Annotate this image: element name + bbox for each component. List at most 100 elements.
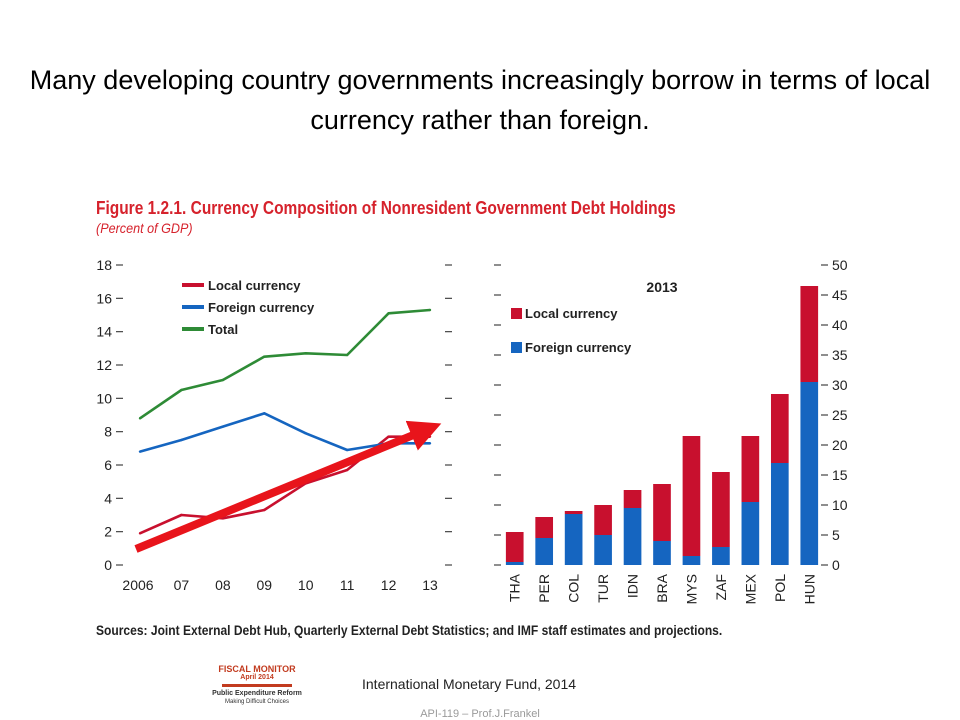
bar-foreign-tur — [594, 535, 612, 565]
bar-foreign-tha — [505, 562, 524, 565]
bar-local-col — [564, 511, 583, 514]
right-y-tick-label: 0 — [832, 557, 840, 573]
figure-title: Figure 1.2.1. Currency Composition of No… — [96, 198, 676, 218]
right-legend-swatch-1 — [511, 308, 522, 319]
bar-foreign-bra — [653, 541, 671, 565]
line-point — [138, 532, 142, 535]
bar-category-label: TUR — [595, 574, 611, 603]
cover-subtitle: Making Difficult Choices — [225, 699, 289, 705]
line-point — [138, 417, 142, 420]
left-legend-label-1: Local currency — [208, 278, 301, 293]
line-point — [180, 513, 183, 517]
line-point — [428, 442, 432, 445]
bar-category-label: POL — [772, 574, 788, 602]
left-y-tick-label: 12 — [96, 357, 112, 373]
left-y-tick-label: 6 — [104, 457, 112, 473]
left-legend-label-3: Total — [208, 322, 238, 337]
right-y-tick-label: 45 — [832, 287, 848, 303]
line-point — [345, 448, 349, 452]
left-x-tick-label: 2006 — [122, 577, 153, 593]
report-cover-logo: FISCAL MONITOR April 2014 Public Expendi… — [192, 664, 332, 710]
line-point — [221, 425, 225, 428]
left-y-tick-label: 14 — [96, 324, 112, 340]
bar-local-bra — [653, 484, 671, 541]
bar-local-mys — [682, 436, 701, 556]
bar-foreign-col — [564, 514, 583, 565]
bar-category-label: MYS — [683, 574, 699, 604]
right-legend-label-2: Foreign currency — [525, 340, 632, 355]
cover-rule — [222, 684, 292, 687]
right-y-tick-label: 40 — [832, 317, 848, 333]
line-point — [304, 432, 307, 435]
left-x-tick-label: 09 — [256, 577, 272, 593]
left-legend-label-2: Foreign currency — [208, 300, 315, 315]
right-y-tick-label: 50 — [832, 257, 848, 273]
line-point — [263, 412, 266, 415]
bar-category-label: THA — [507, 573, 523, 602]
line-point — [263, 355, 266, 358]
left-y-tick-label: 2 — [104, 524, 112, 540]
bar-local-mex — [741, 436, 760, 502]
right-legend-swatch-2 — [511, 342, 522, 353]
line-point — [345, 468, 349, 472]
bar-category-label: PER — [536, 574, 552, 603]
figure-subtitle: (Percent of GDP) — [96, 220, 193, 236]
right-y-tick-label: 5 — [832, 527, 840, 543]
source-credit: International Monetary Fund, 2014 — [362, 676, 577, 692]
left-x-tick-label: 13 — [422, 577, 438, 593]
slide-footer: API-119 – Prof.J.Frankel — [420, 708, 540, 720]
figure-sources: Sources: Joint External Debt Hub, Quarte… — [96, 622, 723, 638]
bar-foreign-idn — [623, 508, 642, 565]
cover-date: April 2014 — [240, 674, 274, 681]
line-point — [428, 435, 432, 438]
bar-foreign-per — [535, 538, 554, 565]
line-panel-background — [124, 255, 454, 575]
left-x-tick-label: 10 — [298, 577, 314, 593]
line-point — [138, 450, 142, 453]
bar-foreign-mex — [741, 502, 760, 565]
bar-local-tur — [594, 505, 612, 535]
slide-title: Many developing country governments incr… — [29, 65, 931, 135]
left-y-tick-label: 4 — [104, 490, 112, 506]
left-y-tick-label: 0 — [104, 557, 112, 573]
cover-report: Public Expenditure Reform — [212, 690, 302, 697]
left-y-tick-label: 8 — [104, 424, 112, 440]
bar-category-label: HUN — [801, 574, 817, 604]
trend-arrow — [134, 420, 442, 553]
bar-chart-title: 2013 — [646, 279, 677, 295]
right-y-tick-label: 35 — [832, 347, 848, 363]
line-point — [345, 353, 349, 357]
left-x-tick-label: 07 — [174, 577, 190, 593]
bar-foreign-zaf — [712, 547, 730, 565]
bar-local-per — [535, 517, 554, 538]
right-y-tick-label: 30 — [832, 377, 848, 393]
right-legend-label-1: Local currency — [525, 306, 618, 321]
right-y-tick-label: 10 — [832, 497, 848, 513]
right-y-tick-label: 20 — [832, 437, 848, 453]
bar-local-tha — [505, 532, 524, 562]
left-y-tick-label: 18 — [96, 257, 112, 273]
bar-category-label: ZAF — [713, 574, 729, 600]
bar-local-zaf — [712, 472, 730, 547]
left-y-tick-label: 16 — [96, 290, 112, 306]
bar-foreign-mys — [682, 556, 701, 565]
line-point — [387, 312, 390, 315]
bar-local-hun — [800, 286, 819, 382]
bar-category-label: MEX — [742, 573, 758, 604]
line-series-1 — [139, 435, 430, 535]
bar-category-label: BRA — [654, 573, 670, 602]
right-y-tick-label: 15 — [832, 467, 848, 483]
line-series-3 — [139, 308, 431, 420]
line-point — [180, 438, 183, 442]
left-y-tick-label: 10 — [96, 390, 112, 406]
line-point — [263, 508, 266, 512]
bar-category-label: IDN — [625, 574, 641, 598]
left-x-tick-label: 08 — [215, 577, 231, 593]
cover-title: FISCAL MONITOR — [218, 664, 296, 674]
line-point — [180, 388, 183, 392]
bar-local-pol — [770, 394, 789, 463]
left-x-tick-label: 11 — [340, 577, 355, 593]
right-y-tick-label: 25 — [832, 407, 848, 423]
line-point — [428, 308, 432, 312]
